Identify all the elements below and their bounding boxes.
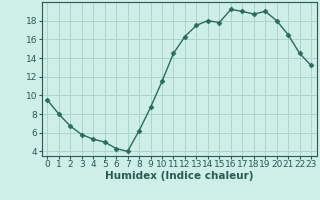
X-axis label: Humidex (Indice chaleur): Humidex (Indice chaleur) (105, 171, 253, 181)
